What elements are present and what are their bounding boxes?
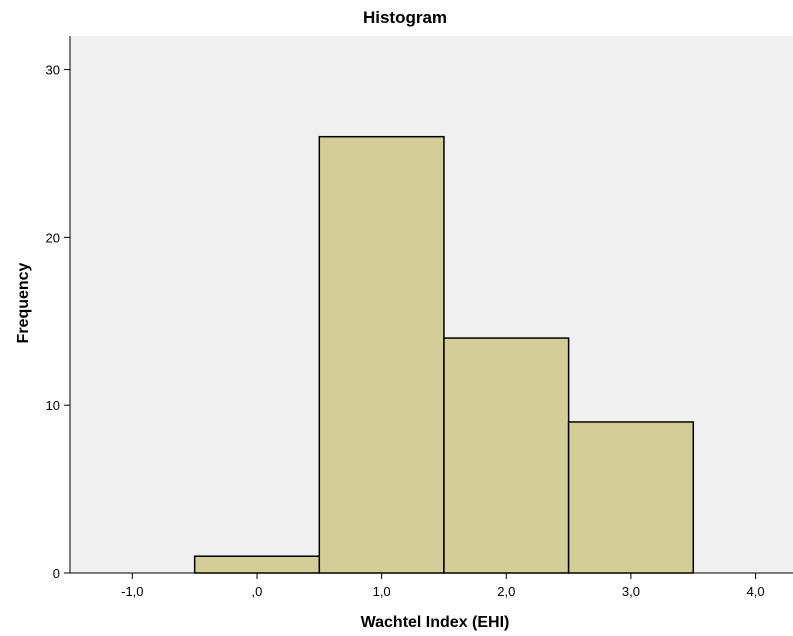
histogram-bar-2 [443,337,570,574]
axes-group [69,36,793,574]
y-tick-label: 20 [46,230,60,245]
y-tick-label: 30 [46,63,60,78]
chart-title: Histogram [363,8,447,27]
y-axis-label: Frequency [15,262,32,343]
ticks-group: -1,0 ,0 1,0 2,0 3,0 4,0 0 10 20 30 [46,63,765,599]
histogram-bar-3 [567,421,695,574]
y-tick-label: 10 [46,398,60,413]
histogram-bar-0 [193,555,321,574]
y-tick-label: 0 [53,566,60,581]
x-tick-label: ,0 [252,584,263,599]
x-tick-label: 2,0 [497,584,515,599]
x-tick-label: -1,0 [121,584,143,599]
x-tick-label: 3,0 [622,584,640,599]
x-tick-label: 1,0 [373,584,391,599]
histogram-bar-1 [318,135,445,574]
bars-group [193,135,695,574]
x-tick-label: 4,0 [747,584,765,599]
x-axis-label: Wachtel Index (EHI) [361,614,510,631]
